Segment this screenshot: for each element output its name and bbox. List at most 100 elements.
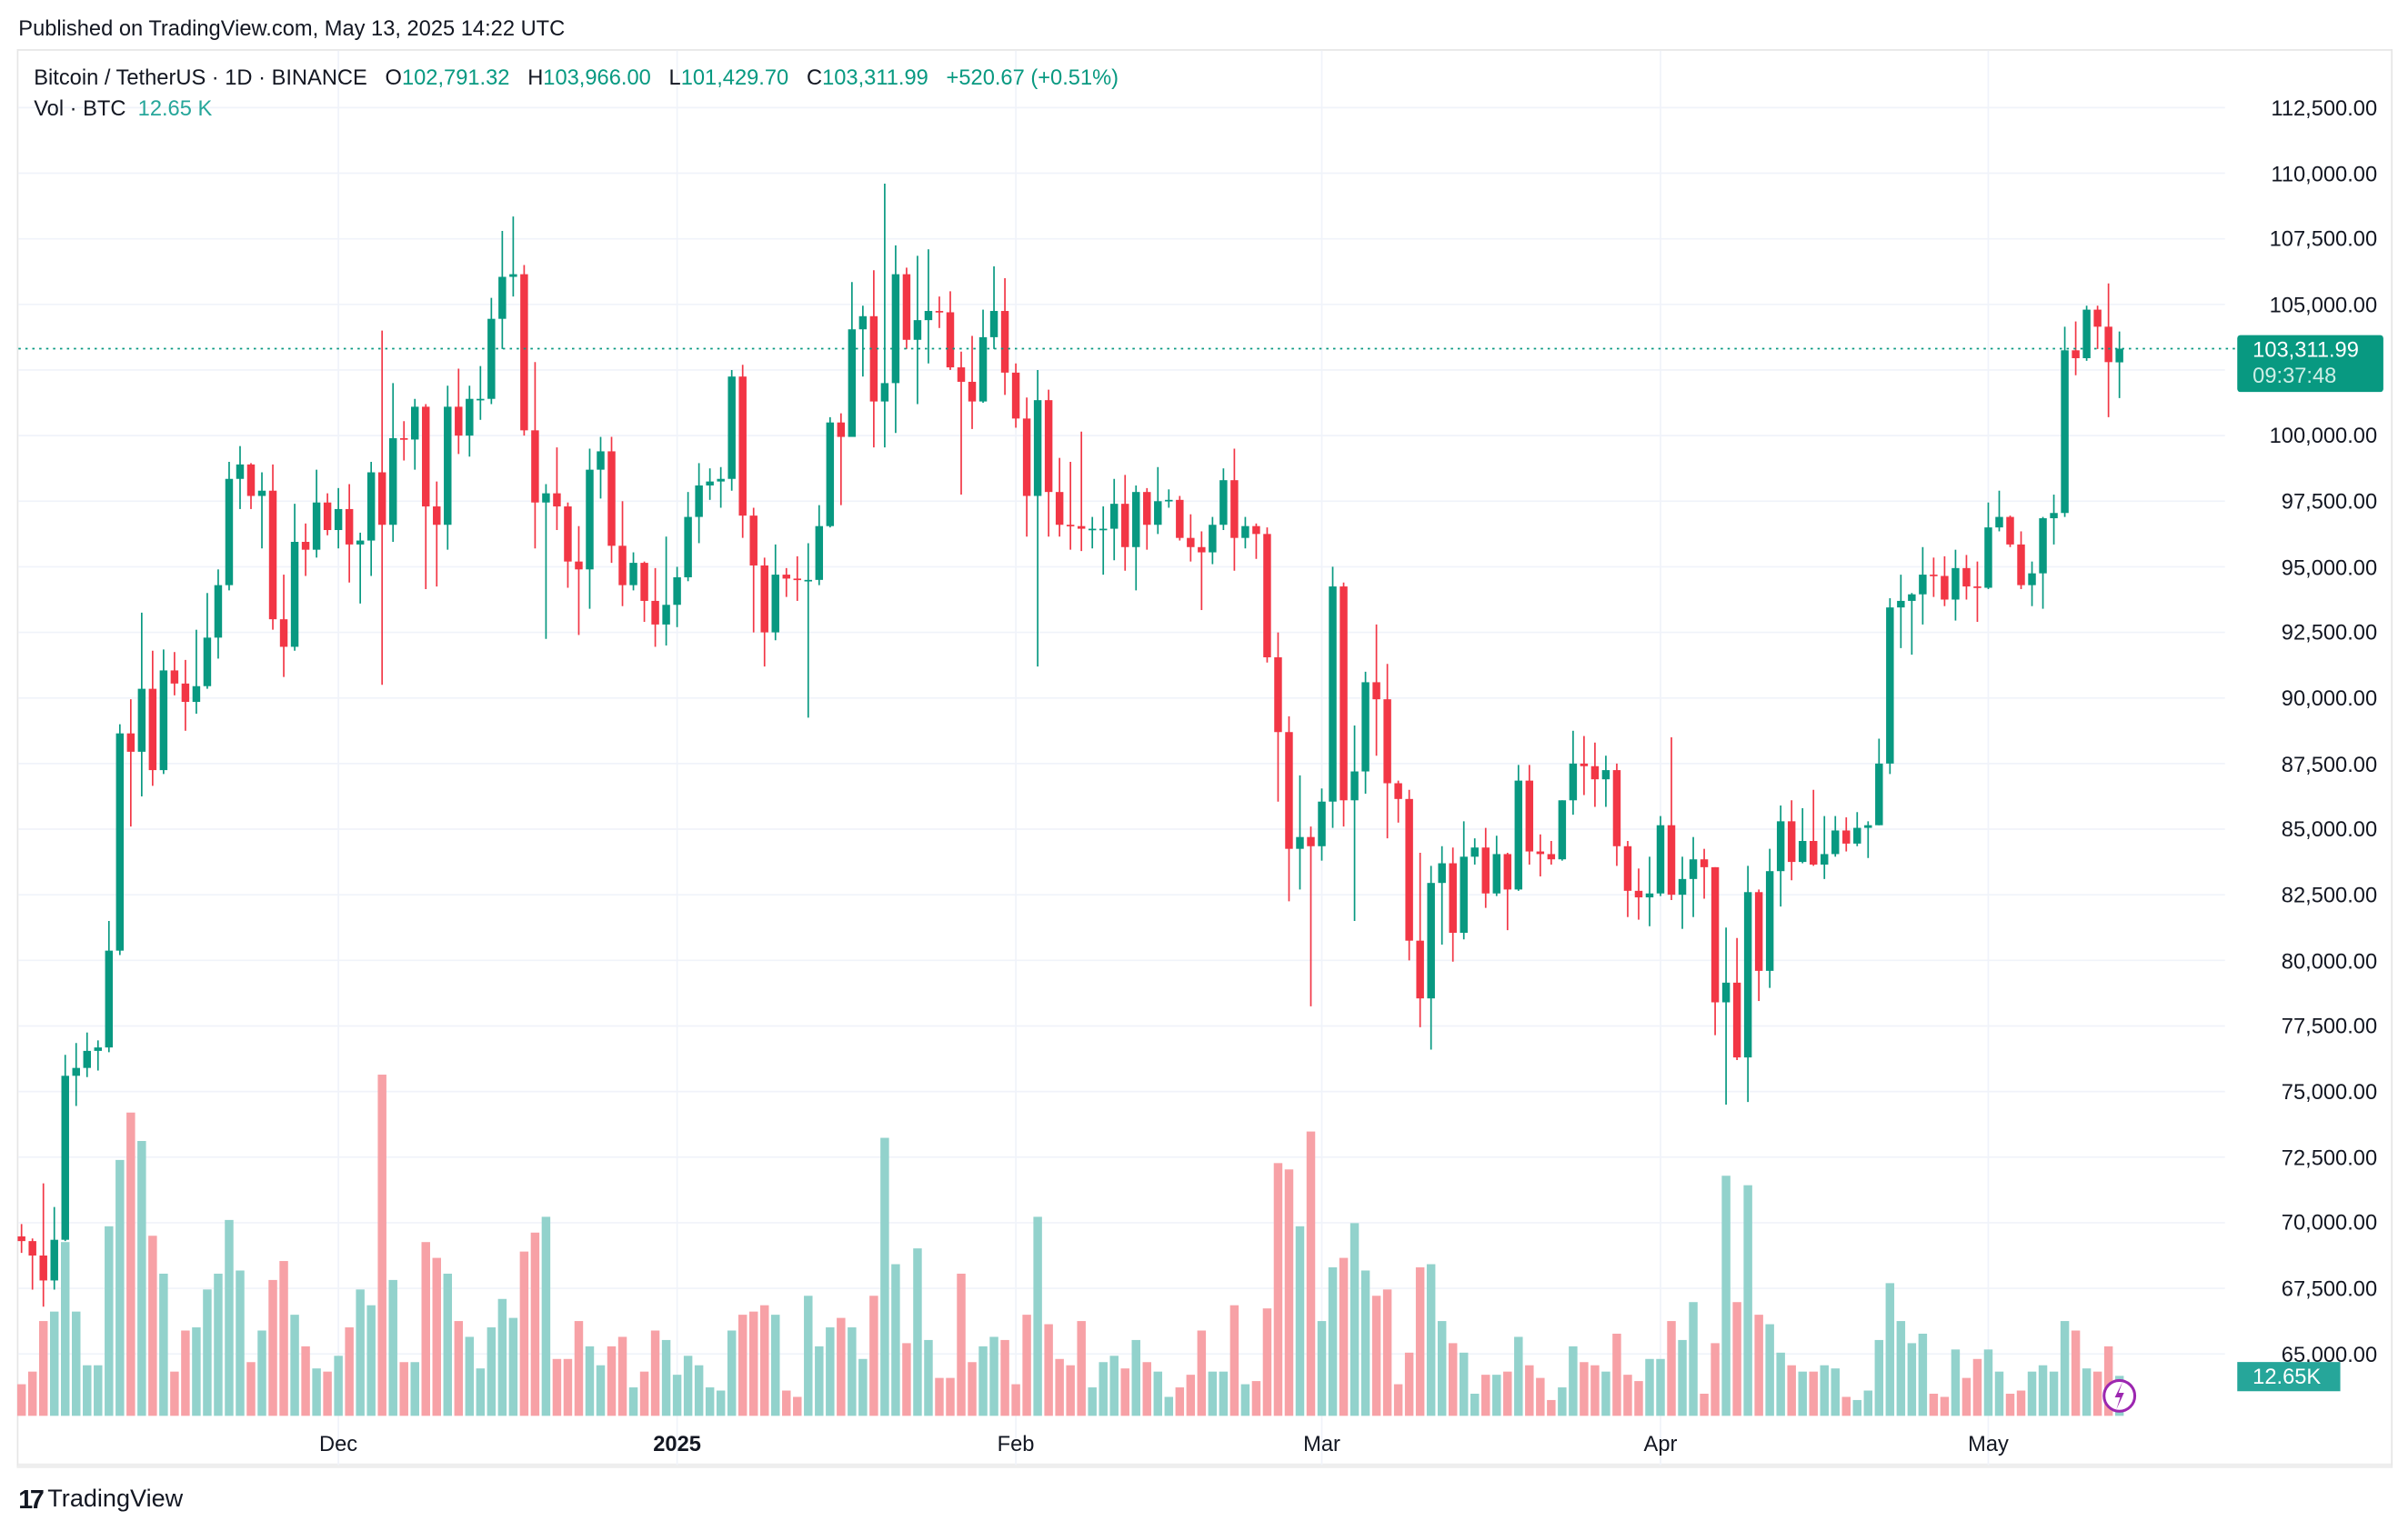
candle-body — [2072, 350, 2080, 358]
price-tick-label: 77,500.00 — [2281, 1013, 2378, 1038]
candle-body — [159, 670, 168, 771]
volume-bar — [1459, 1352, 1469, 1416]
volume-bar — [1623, 1375, 1632, 1416]
volume-bar — [1569, 1346, 1578, 1416]
volume-bar — [1907, 1343, 1917, 1416]
volume-bar — [2038, 1365, 2048, 1416]
volume-bar — [1689, 1302, 1698, 1416]
volume-bar — [323, 1371, 332, 1416]
volume-bar — [541, 1216, 551, 1416]
volume-bar — [377, 1075, 386, 1416]
volume-bar — [1273, 1163, 1283, 1416]
price-tick-label: 87,500.00 — [2281, 751, 2378, 776]
candle-body — [651, 600, 659, 625]
candle-body — [61, 1076, 69, 1240]
volume-bar — [1284, 1169, 1294, 1416]
volume-bar — [607, 1346, 617, 1416]
candle-body — [377, 472, 386, 525]
candle-body — [1121, 504, 1129, 547]
candle-body — [498, 276, 507, 319]
volume-bar — [1896, 1321, 1906, 1416]
candle-body — [1318, 801, 1326, 846]
lightning-alert-icon[interactable] — [2102, 1378, 2137, 1413]
open-label: O — [385, 65, 402, 90]
volume-bar — [1066, 1365, 1075, 1416]
volume-bar — [858, 1358, 868, 1416]
candle-body — [542, 493, 550, 503]
volume-bar — [748, 1311, 758, 1416]
candle-body — [137, 688, 146, 752]
volume-bar — [1175, 1387, 1185, 1416]
volume-bar — [2082, 1368, 2092, 1416]
candle-body — [1886, 607, 1894, 764]
candle-body — [509, 274, 517, 277]
candle-body — [837, 422, 846, 437]
volume-bar — [257, 1330, 266, 1416]
volume-bar — [301, 1346, 310, 1416]
candle-body — [411, 406, 419, 440]
candle-body — [1700, 859, 1709, 867]
candle-body — [1296, 836, 1304, 849]
volume-bar — [16, 1384, 26, 1416]
volume-bar — [94, 1365, 103, 1416]
volume-bar — [1590, 1365, 1600, 1416]
volume-bar — [826, 1327, 835, 1416]
candle-body — [738, 376, 747, 516]
candle-body — [345, 508, 354, 545]
price-tick-label: 107,500.00 — [2269, 226, 2378, 252]
candle-body — [978, 336, 988, 402]
published-caption: Published on TradingView.com, May 13, 20… — [18, 15, 566, 40]
volume-bar — [1328, 1267, 1338, 1416]
volume-bar — [1612, 1333, 1621, 1416]
tradingview-logo-text: TradingView — [47, 1486, 184, 1513]
volume-legend: Vol · BTC 12.65 K — [34, 95, 212, 120]
candle-body — [1088, 528, 1097, 531]
candle-body — [94, 1047, 103, 1051]
time-tick-label: Apr — [1643, 1431, 1678, 1456]
tradingview-logo[interactable]: 17 TradingView — [18, 1485, 183, 1516]
bar-countdown: 09:37:48 — [2252, 363, 2337, 388]
candle-body — [455, 406, 463, 436]
candle-body — [203, 637, 212, 686]
candle-body — [466, 398, 474, 436]
candle-body — [1066, 525, 1075, 526]
candle-body — [1897, 600, 1905, 608]
volume-bar — [1481, 1375, 1490, 1416]
candle-body — [1022, 418, 1031, 496]
candle-body — [1405, 798, 1413, 941]
volume-bar — [1404, 1352, 1414, 1416]
low-value: 101,429.70 — [680, 65, 789, 90]
candle-body — [1798, 841, 1807, 863]
candle-body — [1099, 528, 1108, 531]
volume-bar — [497, 1298, 507, 1416]
candle-body — [1743, 892, 1752, 1058]
candle-body — [1864, 825, 1872, 828]
volume-bar — [366, 1305, 376, 1416]
volume-bar — [1360, 1270, 1370, 1416]
candle-body — [181, 683, 190, 703]
volume-bar — [957, 1273, 966, 1416]
candle-body — [771, 575, 779, 633]
price-tick-label: 80,000.00 — [2281, 947, 2378, 973]
volume-bar — [1197, 1330, 1207, 1416]
candle-body — [793, 578, 802, 581]
volume-bar — [115, 1159, 125, 1416]
volume-bar — [508, 1317, 518, 1416]
candle-body — [72, 1067, 80, 1076]
candle-body — [1667, 825, 1676, 896]
candle-body — [1569, 763, 1578, 801]
candle-body — [17, 1236, 25, 1242]
candle-body — [487, 318, 496, 399]
price-tick-label: 110,000.00 — [2271, 160, 2378, 186]
time-tick-label: Feb — [997, 1431, 1035, 1456]
time-tick-label: 2025 — [653, 1431, 701, 1456]
candle-body — [618, 545, 627, 585]
candle-body — [1241, 525, 1249, 538]
volume-bar — [268, 1279, 277, 1416]
candle-body — [1634, 890, 1643, 898]
volume-bar — [1339, 1257, 1349, 1416]
volume-bar — [924, 1339, 933, 1416]
candle-body — [1951, 567, 1960, 600]
grid — [18, 50, 2225, 1466]
